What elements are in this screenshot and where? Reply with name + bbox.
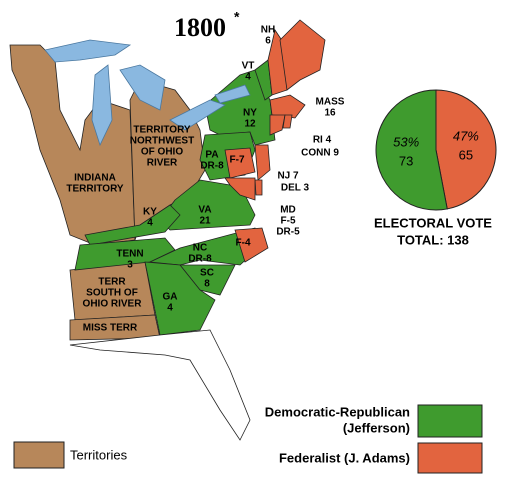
pie-slice xyxy=(435,89,497,210)
pie-percent: 47% xyxy=(453,129,479,144)
map-label: 21 xyxy=(199,216,211,227)
map-label: 4 xyxy=(147,218,153,229)
legend-swatch xyxy=(13,441,65,469)
map-label: TERRITORY xyxy=(133,125,191,136)
map-label: DR-8 xyxy=(200,161,224,172)
lake-ontario xyxy=(214,84,251,104)
map-label: TENN xyxy=(116,249,143,260)
legend-swatch xyxy=(417,442,483,474)
map-label: KY xyxy=(143,207,157,218)
nc-federalist xyxy=(234,227,269,263)
map-label: DR-8 xyxy=(188,254,212,265)
del xyxy=(254,179,263,196)
map-label: OF OHIO xyxy=(141,147,183,158)
map-label: F-5 xyxy=(281,216,296,227)
pie-votes: 65 xyxy=(459,148,473,163)
map-label: NORTHWEST xyxy=(130,136,194,147)
total: TOTAL: 138 xyxy=(397,232,469,247)
map-label: TERR xyxy=(98,277,126,288)
map-label: 4 xyxy=(245,72,251,83)
map-label: 6 xyxy=(265,36,271,47)
map-label: 8 xyxy=(204,279,210,290)
mass xyxy=(269,94,306,119)
map-label: 12 xyxy=(244,119,256,130)
pie-percent: 53% xyxy=(393,134,419,149)
pie-votes: 73 xyxy=(399,153,413,168)
conn xyxy=(269,114,286,136)
map-label: SC xyxy=(200,268,214,279)
maine xyxy=(279,19,326,91)
map-label: DR-5 xyxy=(276,227,300,238)
map-label: VA xyxy=(198,205,211,216)
map-label: OHIO RIVER xyxy=(83,299,143,310)
map-label: F-4 xyxy=(236,238,251,249)
pa-federalist xyxy=(224,147,256,179)
map-label: RIVER xyxy=(147,158,178,169)
florida xyxy=(69,329,251,441)
map-label: 3 xyxy=(127,260,133,271)
legend-swatch xyxy=(417,404,483,438)
map-label: F-7 xyxy=(230,155,245,166)
title-mark: * xyxy=(234,9,240,25)
map-label: TERRITORY xyxy=(66,184,124,195)
map-label: 4 xyxy=(167,303,173,314)
pie-slice xyxy=(375,89,448,211)
map-label: RI 4 xyxy=(313,135,332,146)
legend-sub: (Jefferson) xyxy=(343,420,410,435)
map-label: VT xyxy=(242,61,255,72)
legend-label: Democratic-Republican xyxy=(265,404,410,419)
lake-superior xyxy=(44,39,132,63)
map-label: 16 xyxy=(324,108,336,119)
legend-label: Territories xyxy=(70,447,128,462)
map-label: PA xyxy=(205,150,218,161)
map-label: GA xyxy=(163,292,178,303)
map-label: MASS xyxy=(316,97,345,108)
map-label: SOUTH OF xyxy=(86,288,138,299)
ri xyxy=(282,114,293,129)
ny xyxy=(204,69,276,146)
map-label: CONN 9 xyxy=(301,148,339,159)
map-label: NC xyxy=(193,243,207,254)
title: 1800 xyxy=(174,13,226,42)
map-label: NH xyxy=(261,25,275,36)
map-label: MISS TERR xyxy=(83,323,138,334)
map-label: NJ 7 xyxy=(277,171,299,182)
lake-erie xyxy=(169,99,226,131)
electoral-vote: ELECTORAL VOTE xyxy=(374,215,492,230)
lake-huron xyxy=(119,64,166,111)
indiana-territory xyxy=(9,44,136,246)
nj xyxy=(254,144,271,181)
map-label: NY xyxy=(243,108,257,119)
lake-michigan xyxy=(91,64,113,147)
map-label: DEL 3 xyxy=(281,183,310,194)
legend-label: Federalist (J. Adams) xyxy=(279,450,410,465)
md xyxy=(224,177,256,201)
map-label: INDIANA xyxy=(74,173,116,184)
map-label: MD xyxy=(280,205,296,216)
